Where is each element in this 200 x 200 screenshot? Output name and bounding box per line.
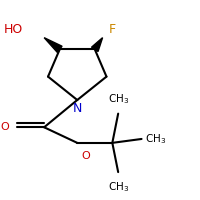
Polygon shape [44, 38, 62, 52]
Text: HO: HO [3, 23, 23, 36]
Polygon shape [92, 38, 103, 52]
Text: CH$_3$: CH$_3$ [145, 132, 167, 146]
Text: CH$_3$: CH$_3$ [108, 92, 129, 106]
Text: O: O [81, 151, 90, 161]
Text: N: N [73, 102, 82, 115]
Text: F: F [108, 23, 116, 36]
Text: CH$_3$: CH$_3$ [108, 180, 129, 194]
Text: O: O [0, 122, 9, 132]
